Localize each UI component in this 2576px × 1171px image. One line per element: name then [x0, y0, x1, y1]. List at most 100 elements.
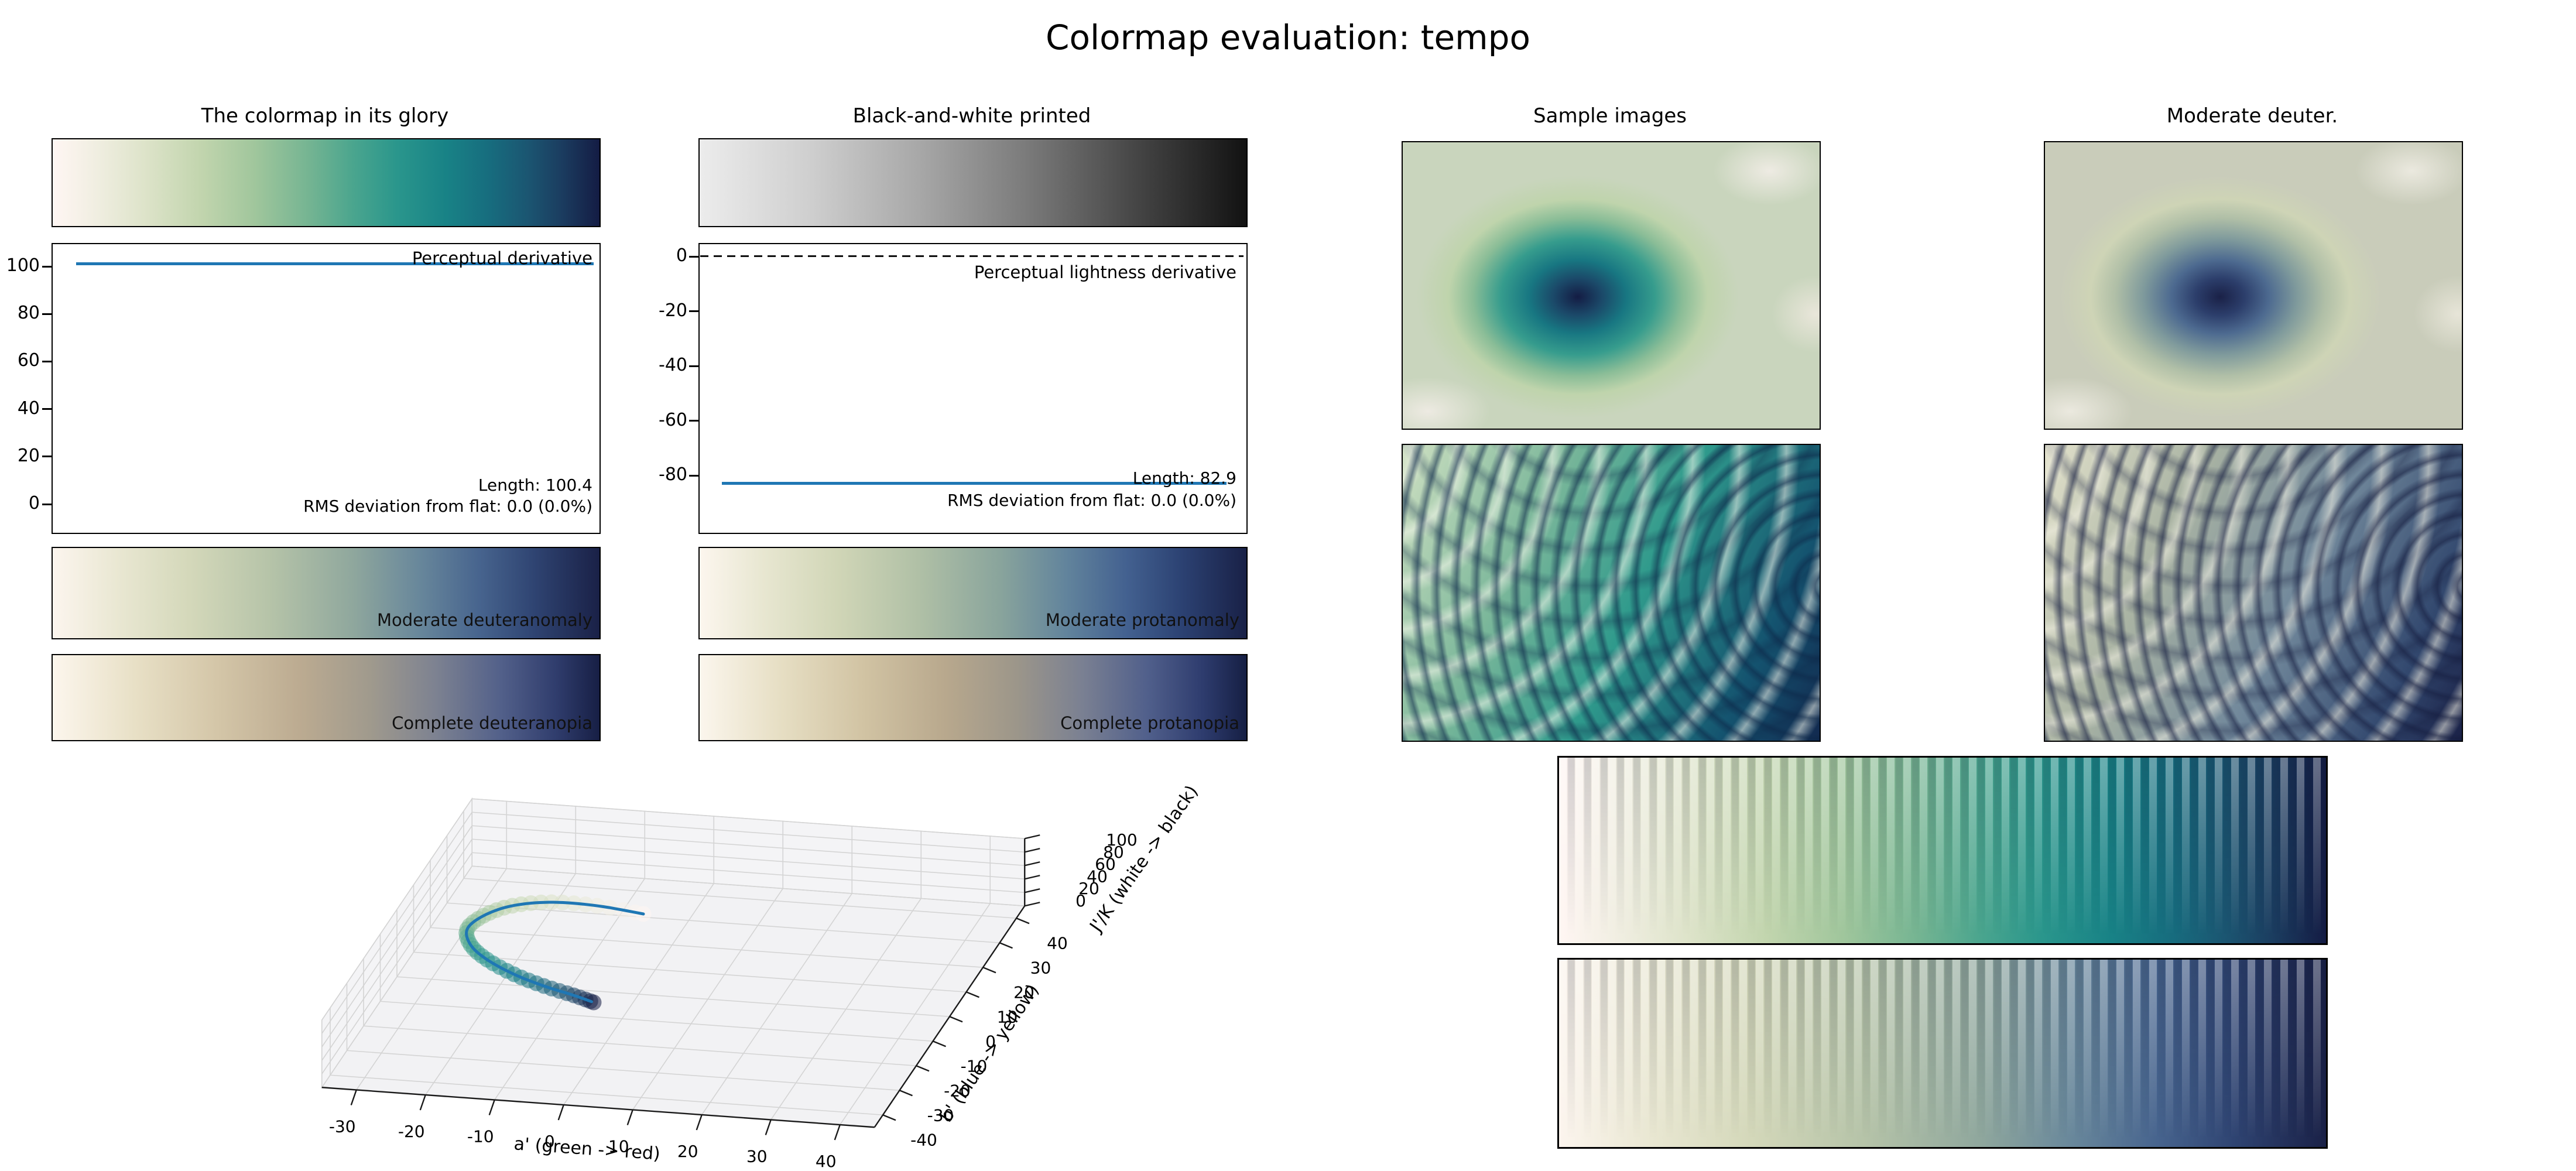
y-tick-label: -30 — [927, 1105, 954, 1125]
ytick-mark — [42, 503, 52, 505]
x-tick-label: 20 — [677, 1142, 698, 1161]
ytick-mark — [689, 365, 698, 367]
x-tick-mark — [834, 1124, 841, 1141]
grid-line — [425, 873, 576, 1095]
legend-lightness-derivative: Perceptual lightness derivative — [974, 262, 1236, 282]
grid-line — [321, 825, 472, 1047]
sample-image-interference-deuter — [2044, 444, 2463, 742]
y-tick-label: 10 — [997, 1007, 1018, 1026]
plot-perceptual-derivative — [52, 243, 601, 534]
ytick-mark — [689, 474, 698, 477]
grid-line — [563, 883, 714, 1105]
y-tick-mark — [966, 991, 979, 998]
plot-lightness-derivative — [698, 243, 1248, 534]
colorbar-moderate-protanomaly — [698, 547, 1248, 639]
grid-line — [472, 812, 1025, 853]
panel-title-bw: Black-and-white printed — [852, 104, 1091, 128]
ytick-mark — [42, 456, 52, 458]
grid-line — [770, 898, 922, 1120]
z-tick-label: 60 — [1095, 855, 1116, 874]
sine-stripes-overlay — [1559, 758, 2326, 943]
sample-image-terrain-deuter — [2044, 141, 2463, 430]
y-tick-mark — [982, 967, 996, 974]
y-tick-label: 0 — [985, 1032, 996, 1051]
length-annotation-bw: Length: 82.9 — [1132, 468, 1236, 488]
x-axis-spine — [321, 1087, 875, 1128]
x-tick-mark — [765, 1119, 772, 1135]
grid-line — [472, 798, 1025, 840]
colormap-path-point — [585, 994, 602, 1011]
perceptual-derivative-line — [76, 262, 594, 265]
sample-image-interference — [1402, 444, 1821, 742]
ytick-mark — [689, 255, 698, 258]
ytick-label: 0 — [676, 245, 687, 266]
grid-line — [356, 868, 507, 1090]
y-tick-mark — [1016, 917, 1030, 925]
ytick-mark — [42, 408, 52, 410]
ytick-label: 60 — [17, 350, 40, 371]
rms-annotation: RMS deviation from flat: 0.0 (0.0%) — [303, 497, 592, 516]
x-tick-mark — [350, 1090, 357, 1105]
grid-line — [396, 976, 950, 1018]
sine-stripes-overlay-deuter — [1559, 960, 2326, 1147]
y-tick-label: -20 — [944, 1081, 971, 1100]
ytick-mark — [689, 420, 698, 422]
z-tick-mark — [1024, 861, 1040, 867]
x-axis-label: a' (green -> red) — [513, 1134, 661, 1164]
y-tick-label: -10 — [961, 1056, 988, 1076]
x-tick-label: 30 — [746, 1147, 768, 1166]
colorbar-complete-deuteranopia — [52, 654, 601, 741]
grid-line — [380, 1001, 933, 1042]
label-moderate-deuteranomaly: Moderate deuteranomaly — [376, 610, 592, 630]
lightness-derivative-line — [722, 482, 1227, 485]
y-tick-mark — [882, 1114, 896, 1121]
sine-contrast-bar-tempo — [1557, 756, 2328, 945]
x-tick-label: -30 — [329, 1117, 356, 1136]
colormap-path-fit-line — [465, 900, 645, 1004]
sample-image-terrain — [1402, 141, 1821, 430]
ytick-label: 0 — [28, 493, 40, 513]
z-tick-label: 40 — [1087, 867, 1108, 886]
grid-line — [472, 825, 1025, 867]
z-tick-label: 100 — [1106, 830, 1137, 850]
grid-line — [321, 852, 472, 1074]
z-tick-label: 20 — [1078, 879, 1099, 898]
ytick-mark — [42, 313, 52, 315]
z-tick-mark — [1024, 902, 1040, 907]
ytick-mark — [42, 360, 52, 362]
z-tick-mark — [1024, 848, 1040, 853]
length-annotation: Length: 100.4 — [478, 475, 592, 495]
colorbar-tempo — [52, 138, 601, 227]
ytick-mark — [689, 310, 698, 312]
z-tick-mark — [1024, 875, 1040, 880]
grid-line — [472, 852, 1025, 893]
ytick-label: 20 — [17, 445, 40, 466]
x-tick-mark — [626, 1110, 633, 1125]
ytick-label: -60 — [659, 409, 687, 430]
panel-title-glory: The colormap in its glory — [201, 104, 449, 128]
y-tick-mark — [949, 1016, 963, 1023]
x-tick-label: 0 — [544, 1132, 555, 1151]
panel-title-deuter: Moderate deuter. — [2166, 104, 2338, 128]
x-tick-mark — [696, 1114, 703, 1131]
zero-dashed-line — [700, 255, 1244, 257]
y-tick-label: 20 — [1013, 982, 1034, 1002]
label-moderate-protanomaly: Moderate protanomaly — [1045, 610, 1239, 630]
ytick-label: -40 — [659, 355, 687, 375]
ytick-label: 100 — [6, 255, 40, 276]
y-tick-label: 40 — [1047, 933, 1068, 953]
grid-line — [321, 798, 472, 1021]
x-tick-label: 10 — [608, 1137, 629, 1156]
ytick-label: -80 — [659, 464, 687, 485]
grid-line — [321, 865, 472, 1088]
grid-line — [472, 838, 1025, 880]
grid-line — [347, 1050, 900, 1091]
y-tick-mark — [999, 942, 1013, 949]
x-tick-label: -10 — [467, 1127, 494, 1146]
plot-3d-colormap-path: -30 -20 -10 0 10 20 30 40-40-30-20-100102030400… — [321, 782, 1203, 1171]
ytick-label: -20 — [659, 300, 687, 321]
z-tick-mark — [1024, 834, 1040, 840]
z-tick-mark — [1024, 888, 1040, 893]
x-tick-mark — [488, 1100, 495, 1115]
